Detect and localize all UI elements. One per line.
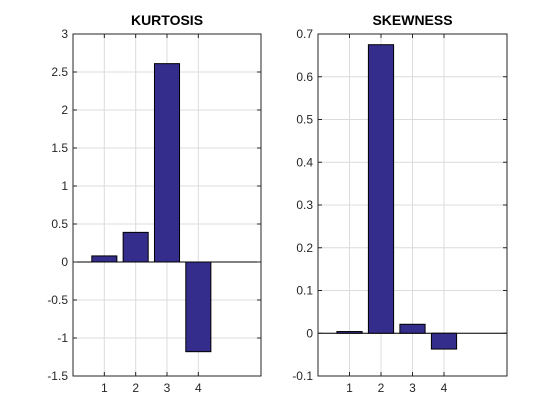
kurtosis-x-tick-label: 4 (195, 381, 202, 395)
skewness-y-tick-label: 0.4 (296, 155, 313, 169)
skewness-x-tick-label: 1 (346, 381, 353, 395)
kurtosis-bar-4 (185, 261, 212, 353)
skewness-x-tick-label: 4 (441, 381, 448, 395)
skewness-bar-1 (336, 331, 363, 334)
skewness-y-tick-label: 0.1 (296, 284, 313, 298)
skewness-y-tick-label: 0.2 (296, 241, 313, 255)
kurtosis-bar-3 (153, 63, 181, 263)
kurtosis-y-tick-label: 0 (61, 255, 68, 269)
skewness-y-tick-label: 0 (306, 326, 313, 340)
kurtosis-x-ticks: 1 2 3 4 (101, 34, 202, 395)
skewness-bar-3 (399, 323, 426, 334)
skewness-y-tick-label: -0.1 (292, 369, 313, 383)
kurtosis-y-tick-label: 2.5 (51, 65, 68, 79)
kurtosis-y-tick-label: 1.5 (51, 141, 68, 155)
skewness-bar-2 (367, 44, 395, 334)
skewness-plot: -0.1 0 0.1 0.2 0.3 0.4 0.5 0.6 0.7 1 2 3 4 SKEWNESS (292, 12, 508, 395)
skewness-y-tick-label: 0.6 (296, 70, 313, 84)
kurtosis-y-ticks: -1.5 -1 -0.5 0 0.5 1 1.5 2 2.5 3 (47, 27, 261, 383)
kurtosis-x-tick-label: 3 (164, 381, 171, 395)
skewness-y-tick-label: 0.5 (296, 113, 313, 127)
skewness-x-tick-label: 3 (409, 381, 416, 395)
skewness-y-tick-label: 0.7 (296, 27, 313, 41)
skewness-x-tick-label: 2 (378, 381, 385, 395)
skewness-y-tick-label: 0.3 (296, 198, 313, 212)
kurtosis-y-tick-label: -1.5 (47, 369, 68, 383)
kurtosis-y-tick-label: 3 (61, 27, 68, 41)
kurtosis-y-tick-label: -1 (57, 331, 68, 345)
kurtosis-x-tick-label: 1 (101, 381, 108, 395)
kurtosis-bar-1 (91, 255, 118, 263)
kurtosis-plot: -1.5 -1 -0.5 0 0.5 1 1.5 2 2.5 3 1 2 3 4 KURTOSIS (47, 12, 262, 395)
skewness-y-ticks: -0.1 0 0.1 0.2 0.3 0.4 0.5 0.6 0.7 (292, 27, 507, 383)
kurtosis-y-tick-label: 0.5 (51, 217, 68, 231)
kurtosis-y-tick-label: -0.5 (47, 293, 68, 307)
skewness-title: SKEWNESS (372, 12, 452, 28)
kurtosis-y-tick-label: 1 (61, 179, 68, 193)
kurtosis-bar-2 (122, 231, 149, 263)
kurtosis-x-tick-label: 2 (132, 381, 139, 395)
skewness-bars (336, 44, 458, 350)
kurtosis-y-tick-label: 2 (61, 103, 68, 117)
kurtosis-title: KURTOSIS (131, 12, 203, 28)
kurtosis-bars (91, 63, 212, 353)
skewness-x-ticks: 1 2 3 4 (346, 34, 448, 395)
skewness-bar-4 (430, 332, 458, 350)
